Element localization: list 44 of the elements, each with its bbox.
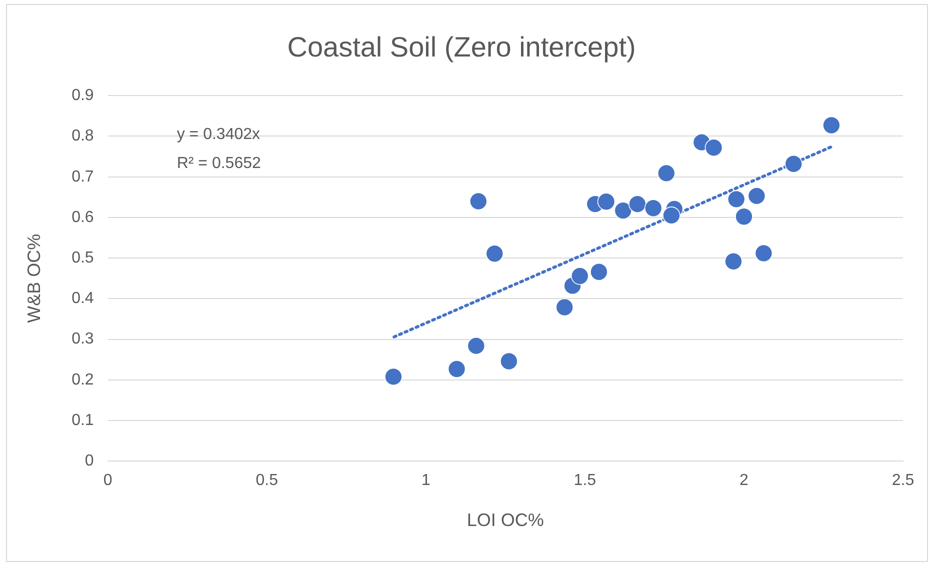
- x-tick-label: 2.5: [892, 472, 914, 490]
- x-tick-label: 2: [740, 472, 749, 490]
- point: [448, 360, 466, 378]
- point: [556, 298, 574, 316]
- y-tick-label: 0: [84, 452, 94, 470]
- y-tick-label: 0.6: [72, 208, 94, 226]
- x-tick-label: 1.5: [574, 472, 596, 490]
- point: [486, 244, 504, 263]
- point: [469, 192, 488, 210]
- x-tick-label: 0.5: [256, 472, 278, 490]
- point: [614, 202, 632, 220]
- point: [597, 192, 616, 211]
- point: [644, 199, 662, 218]
- y-tick-label: 0.1: [72, 412, 94, 429]
- point: [727, 190, 746, 208]
- point: [384, 368, 402, 386]
- point: [724, 252, 742, 270]
- y-tick-label: 0.9: [72, 87, 94, 104]
- point: [784, 154, 802, 173]
- point: [704, 138, 723, 156]
- annotation: R² = 0.5652: [176, 155, 261, 172]
- point: [570, 267, 589, 285]
- point: [735, 208, 753, 226]
- y-tick-label: 0.7: [72, 168, 94, 186]
- y-tick-label: 0.3: [72, 330, 94, 348]
- point: [662, 206, 680, 224]
- point: [590, 263, 608, 281]
- point: [657, 164, 676, 182]
- y-tick-label: 0.4: [72, 290, 94, 308]
- point: [822, 116, 840, 134]
- x-tick-label: 0: [103, 472, 112, 490]
- y-tick-label: 0.8: [72, 128, 94, 145]
- point: [748, 187, 766, 205]
- y-axis-title: W&B OC%: [24, 234, 44, 323]
- y-tick-label: 0.2: [72, 371, 94, 388]
- annotation: y = 0.3402x: [176, 126, 260, 144]
- y-tick-label: 0.5: [72, 249, 94, 266]
- point: [628, 195, 646, 213]
- point: [500, 352, 518, 370]
- point: [754, 244, 773, 262]
- x-tick-label: 1: [421, 472, 430, 490]
- point: [467, 336, 486, 355]
- chart-title: Coastal Soil (Zero intercept): [287, 32, 636, 63]
- x-axis-title: LOI OC%: [466, 510, 544, 530]
